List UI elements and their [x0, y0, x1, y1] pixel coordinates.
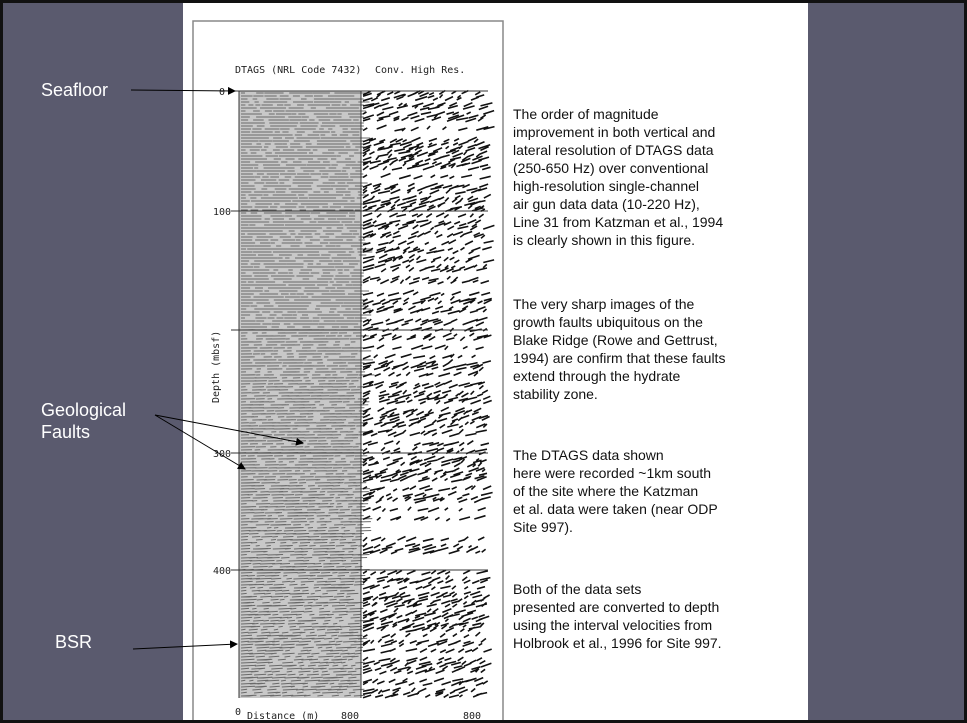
texture	[362, 89, 495, 699]
x-label: Distance (m)	[247, 711, 319, 722]
text-line: Site 997).	[513, 519, 573, 535]
bsr-label: BSR	[55, 632, 93, 652]
label-line: Faults	[41, 422, 91, 442]
text-line: (250-650 Hz) over conventional	[513, 160, 709, 176]
label-line: Geological	[41, 400, 127, 420]
text-line: Blake Ridge (Rowe and Gettrust,	[513, 332, 718, 348]
text-line: et al. data were taken (near ODP	[513, 501, 718, 517]
text-line: Both of the data sets	[513, 581, 642, 597]
text-line: presented are converted to depth	[513, 599, 720, 615]
text-line: using the interval velocities from	[513, 617, 713, 633]
y-label: Depth (mbsf)	[211, 331, 222, 403]
text-line: growth faults ubiquitous on the	[513, 314, 703, 330]
faults-label: Geological Faults	[41, 399, 126, 443]
text-line: Holbrook et al., 1996 for Site 997.	[513, 635, 722, 651]
text-line: The DTAGS data shown	[513, 447, 664, 463]
depth-lines	[231, 90, 488, 698]
depth-tick: 400	[213, 566, 231, 577]
left-title: DTAGS (NRL Code 7432)	[235, 65, 361, 76]
depth-tick: 300	[213, 449, 231, 460]
x-tick: 800	[463, 711, 481, 722]
seismic-figure: DTAGS (NRL Code 7432) Conv. High Res. 0 …	[130, 20, 504, 722]
right-title: Conv. High Res.	[375, 65, 465, 76]
arrows	[130, 86, 304, 650]
text-line: The very sharp images of the	[513, 296, 695, 312]
text-line: is clearly shown in this figure.	[513, 232, 696, 248]
seismic-texture	[240, 89, 495, 699]
seafloor-label: Seafloor	[41, 80, 109, 100]
paragraph: The order of magnitude improvement in bot…	[513, 105, 813, 249]
text-line: here were recorded ~1km south	[513, 465, 712, 481]
depth-tick: 100	[213, 207, 231, 218]
text-line: air gun data data (10-220 Hz),	[513, 196, 700, 212]
text-line: The order of magnitude	[513, 106, 659, 122]
text-line: extend through the hydrate	[513, 368, 681, 384]
depth-tick: 0	[219, 87, 225, 98]
x-tick: 800	[341, 711, 359, 722]
text-line: improvement in both vertical and	[513, 124, 716, 140]
x-tick: 0	[235, 707, 241, 718]
dtags-panel	[239, 91, 361, 698]
paragraph: Both of the data sets presented are conve…	[513, 580, 813, 652]
text-line: lateral resolution of DTAGS data	[513, 142, 714, 158]
text-line: Line 31 from Katzman et al., 1994	[513, 214, 724, 230]
text-line: stability zone.	[513, 386, 598, 402]
text-line: 1994) are confirm that these faults	[513, 350, 726, 366]
text-line: high-resolution single-channel	[513, 178, 700, 194]
paragraph: The DTAGS data shown here were recorded ~…	[513, 446, 813, 536]
paragraph: The very sharp images of the growth fault…	[513, 295, 813, 403]
text-line: of the site where the Katzman	[513, 483, 699, 499]
